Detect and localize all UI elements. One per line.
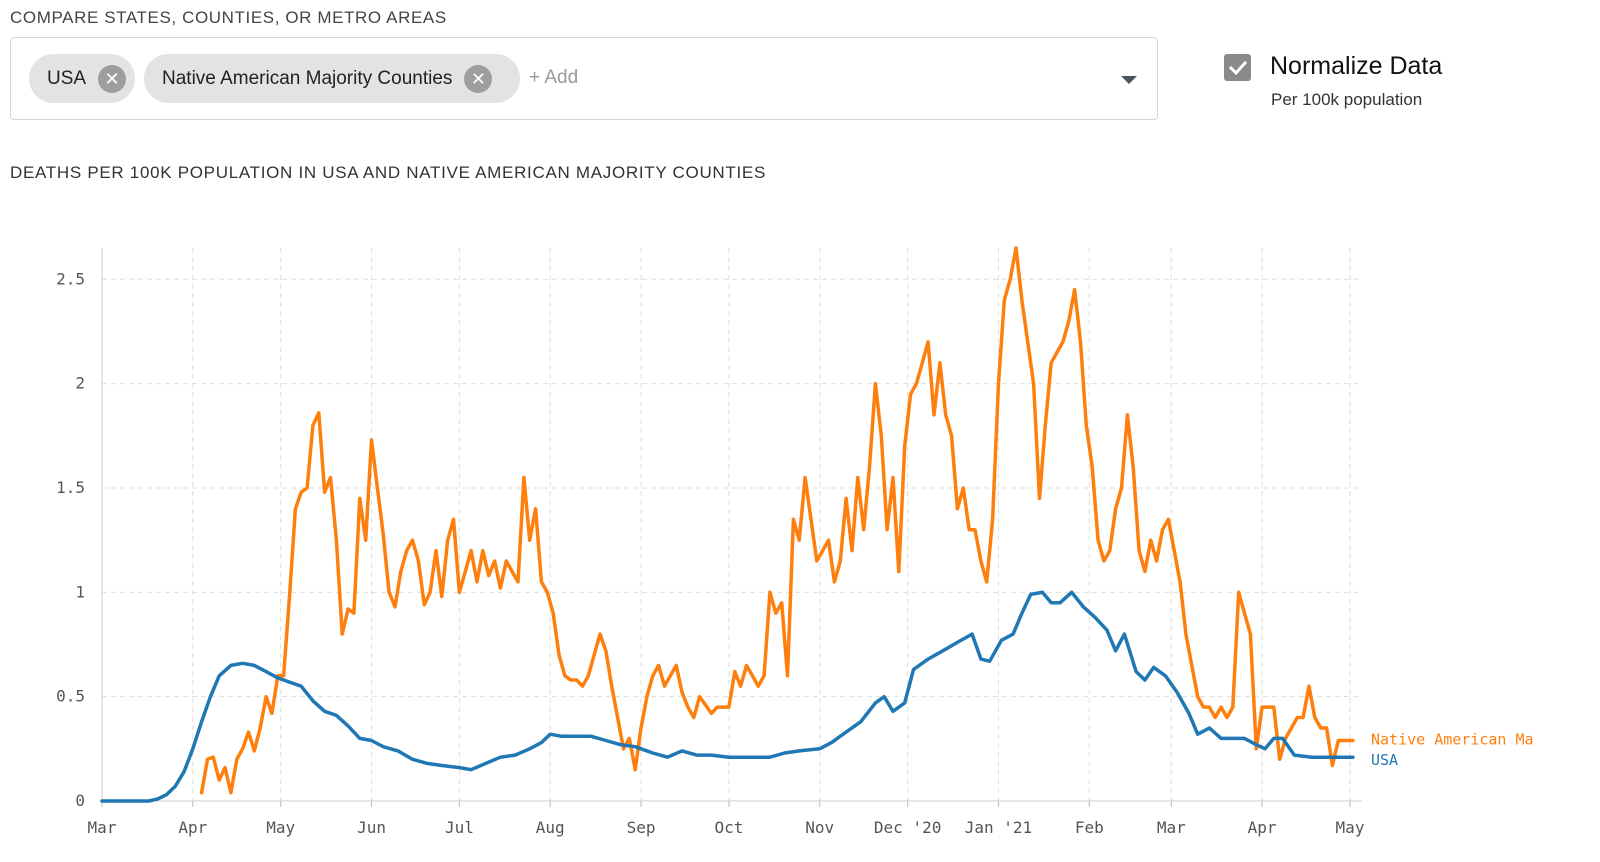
y-tick-label: 0.5 [56,687,85,706]
series-labels: Native American Ma USA [1371,730,1534,769]
x-tick-label: Mar [88,818,117,837]
chip-label: Native American Majority Counties [162,67,453,89]
axes: 0 0.5 1 1.5 2 2.5 Mar Apr May Jun Jul Aug Sep Oct Nov D… [56,248,1365,837]
chip-native-american-majority-counties: Native American Majority Counties ✕ [144,54,520,103]
y-tick-label: 1 [75,582,85,601]
y-tick-label: 0 [75,791,85,810]
x-tick-label: Mar [1157,818,1186,837]
chevron-down-icon[interactable] [1121,76,1137,84]
chip-label: USA [47,67,87,89]
chip-usa: USA ✕ [29,54,135,103]
x-tick-label: May [266,818,295,837]
x-tick-label: Jan '21 [965,818,1032,837]
y-tick-label: 2.5 [56,269,85,288]
checkmark-icon [1228,60,1247,75]
normalize-checkbox[interactable] [1224,54,1251,81]
y-tick-label: 2 [75,374,85,393]
x-tick-label: May [1336,818,1365,837]
series-line [100,590,1355,803]
x-tick-label: Jun [357,818,386,837]
x-tick-label: Apr [178,818,207,837]
chart-title: DEATHS PER 100K POPULATION IN USA AND NA… [10,163,766,182]
x-tick-label: Aug [536,818,565,837]
x-tick-label: Apr [1248,818,1277,837]
normalize-sublabel: Per 100k population [1271,90,1423,109]
y-tick-label: 1.5 [56,478,85,497]
close-icon[interactable]: ✕ [464,64,493,93]
region-multiselect[interactable]: USA ✕ Native American Majority Counties … [10,37,1158,120]
x-tick-label: Feb [1075,818,1104,837]
x-tick-label: Jul [445,818,474,837]
normalize-label[interactable]: Normalize Data [1270,52,1443,80]
compare-label: COMPARE STATES, COUNTIES, OR METRO AREAS [10,8,447,27]
series-line [199,246,1355,795]
x-tick-label: Nov [805,818,834,837]
series [100,246,1355,803]
grid [102,248,1362,801]
x-tick-label: Dec '20 [874,818,941,837]
x-tick-label: Oct [714,818,743,837]
x-tick-label: Sep [627,818,656,837]
series-end-label: Native American Ma [1371,730,1534,748]
close-icon[interactable]: ✕ [98,64,127,93]
series-end-label: USA [1371,751,1398,769]
add-region-input[interactable]: + Add [529,67,579,88]
